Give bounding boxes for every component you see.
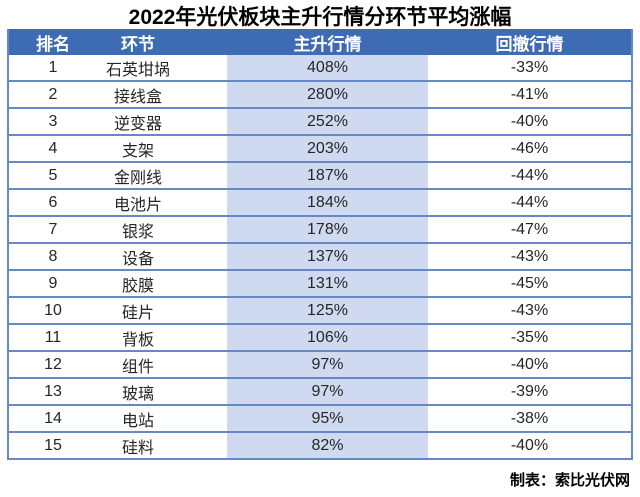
drawdown-cell: -47%	[510, 220, 549, 238]
table-row: 12 组件 97% -40%	[9, 352, 631, 379]
segment-cell: 组件	[121, 358, 154, 376]
rank-cell: 3	[48, 112, 58, 130]
row-spacer	[179, 136, 227, 161]
segment-cell: 银浆	[121, 223, 154, 241]
row-spacer	[179, 433, 227, 458]
rally-cell: 408%	[227, 55, 428, 80]
drawdown-cell: -35%	[510, 328, 549, 346]
row-spacer	[179, 244, 227, 269]
rally-cell: 131%	[227, 271, 428, 296]
table-row: 2 接线盒 280% -41%	[9, 82, 631, 109]
segment-cell: 硅料	[121, 439, 154, 457]
table-row: 1 石英坩埚 408% -33%	[9, 55, 631, 82]
column-header-segment: 环节	[121, 34, 155, 54]
table-row: 14 电站 95% -38%	[9, 406, 631, 433]
segment-cell: 背板	[121, 331, 154, 349]
drawdown-cell: -40%	[510, 355, 549, 373]
segment-cell: 接线盒	[113, 88, 162, 106]
drawdown-cell: -43%	[510, 247, 549, 265]
segment-cell: 电站	[121, 412, 154, 430]
rank-cell: 14	[44, 409, 62, 427]
column-header-rank: 排名	[36, 34, 70, 54]
rally-cell: 97%	[227, 352, 428, 377]
rally-cell: 187%	[227, 163, 428, 188]
rank-cell: 1	[48, 58, 58, 76]
rank-cell: 12	[44, 355, 62, 373]
table-row: 4 支架 203% -46%	[9, 136, 631, 163]
row-spacer	[179, 55, 227, 80]
segment-cell: 胶膜	[121, 277, 154, 295]
column-header-rally: 主升行情	[293, 34, 362, 54]
segment-cell: 石英坩埚	[105, 61, 170, 79]
drawdown-cell: -38%	[510, 409, 549, 427]
drawdown-cell: -40%	[510, 436, 549, 454]
rank-cell: 7	[48, 220, 58, 238]
rank-cell: 4	[48, 139, 58, 157]
drawdown-cell: -43%	[510, 301, 549, 319]
table-body: 1 石英坩埚 408% -33% 2 接线盒 280% -41% 3 逆变器 2…	[9, 55, 631, 458]
table-row: 5 金刚线 187% -44%	[9, 163, 631, 190]
drawdown-cell: -45%	[510, 274, 549, 292]
table-row: 8 设备 137% -43%	[9, 244, 631, 271]
table-row: 6 电池片 184% -44%	[9, 190, 631, 217]
drawdown-cell: -39%	[510, 382, 549, 400]
rank-cell: 10	[44, 301, 62, 319]
row-spacer	[179, 82, 227, 107]
table-row: 9 胶膜 131% -45%	[9, 271, 631, 298]
segment-cell: 玻璃	[121, 385, 154, 403]
drawdown-cell: -33%	[510, 58, 549, 76]
drawdown-cell: -41%	[510, 85, 549, 103]
segment-cell: 逆变器	[113, 115, 162, 133]
row-spacer	[179, 109, 227, 134]
row-spacer	[179, 298, 227, 323]
rally-cell: 125%	[227, 298, 428, 323]
segment-cell: 硅片	[121, 304, 154, 322]
page-title: 2022年光伏板块主升行情分环节平均涨幅	[128, 6, 512, 29]
table-row: 13 玻璃 97% -39%	[9, 379, 631, 406]
rally-cell: 106%	[227, 325, 428, 350]
row-spacer	[179, 190, 227, 215]
row-spacer	[179, 352, 227, 377]
row-spacer	[179, 163, 227, 188]
segment-cell: 金刚线	[113, 169, 162, 187]
table-row: 7 银浆 178% -47%	[9, 217, 631, 244]
rally-cell: 178%	[227, 217, 428, 242]
segment-cell: 设备	[121, 250, 154, 268]
rank-cell: 15	[44, 436, 62, 454]
row-spacer	[179, 217, 227, 242]
credit-text: 制表：索比光伏网	[509, 472, 630, 489]
rank-cell: 2	[48, 85, 58, 103]
rally-cell: 280%	[227, 82, 428, 107]
rally-cell: 95%	[227, 406, 428, 431]
rank-cell: 6	[48, 193, 58, 211]
segment-cell: 支架	[121, 142, 154, 160]
drawdown-cell: -40%	[510, 112, 549, 130]
row-spacer	[179, 271, 227, 296]
row-spacer	[179, 325, 227, 350]
rank-cell: 11	[44, 328, 62, 346]
table-row: 15 硅料 82% -40%	[9, 433, 631, 458]
row-spacer	[179, 406, 227, 431]
rally-cell: 203%	[227, 136, 428, 161]
drawdown-cell: -46%	[510, 139, 549, 157]
table-row: 3 逆变器 252% -40%	[9, 109, 631, 136]
rally-cell: 97%	[227, 379, 428, 404]
rally-cell: 184%	[227, 190, 428, 215]
rally-cell: 252%	[227, 109, 428, 134]
segment-cell: 电池片	[113, 196, 162, 214]
rank-cell: 5	[48, 166, 58, 184]
drawdown-cell: -44%	[510, 193, 549, 211]
rally-cell: 137%	[227, 244, 428, 269]
rank-cell: 13	[44, 382, 62, 400]
rank-cell: 8	[48, 247, 58, 265]
table-row: 10 硅片 125% -43%	[9, 298, 631, 325]
drawdown-cell: -44%	[510, 166, 549, 184]
rally-cell: 82%	[227, 433, 428, 458]
column-header-drawdown: 回撤行情	[495, 34, 564, 54]
table-header-row: 排名 环节 主升行情 回撤行情	[9, 29, 631, 55]
table-row: 11 背板 106% -35%	[9, 325, 631, 352]
row-spacer	[179, 379, 227, 404]
rank-cell: 9	[48, 274, 58, 292]
pv-segment-table: 排名 环节 主升行情 回撤行情 1 石英坩埚 408% -33% 2 接线盒 2…	[7, 29, 633, 460]
